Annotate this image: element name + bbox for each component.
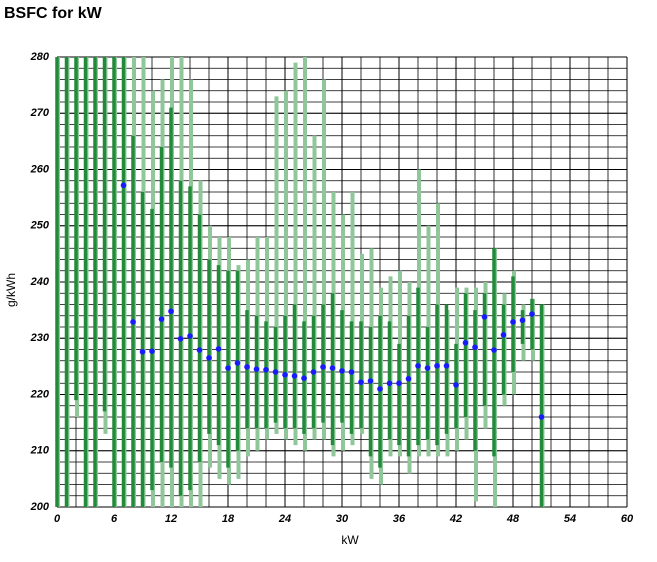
- mean-point: [500, 332, 507, 338]
- mean-point: [462, 339, 469, 346]
- mean-point: [453, 382, 459, 388]
- x-tick-label: 36: [393, 513, 406, 525]
- mean-point: [206, 355, 212, 361]
- x-tick-label: 24: [278, 513, 291, 525]
- mean-point: [405, 375, 412, 382]
- y-tick-label: 280: [30, 51, 50, 63]
- mean-point: [139, 348, 146, 355]
- y-tick-label: 200: [30, 501, 50, 513]
- mean-point: [149, 348, 155, 354]
- mean-point: [481, 314, 488, 320]
- mean-point: [358, 379, 364, 385]
- y-tick-label: 230: [30, 332, 50, 344]
- y-tick-label: 220: [30, 388, 50, 400]
- chart-title: BSFC for kW: [4, 5, 103, 22]
- mean-point: [472, 344, 478, 351]
- y-tick-label: 260: [30, 163, 50, 175]
- mean-point: [215, 346, 222, 352]
- mean-point: [158, 316, 165, 322]
- mean-point: [196, 347, 203, 353]
- mean-point: [282, 372, 288, 378]
- mean-point: [130, 319, 136, 325]
- x-tick-label: 42: [449, 513, 462, 525]
- mean-point: [120, 182, 127, 189]
- mean-point: [320, 364, 326, 370]
- mean-point: [377, 386, 383, 392]
- mean-point: [244, 364, 250, 370]
- mean-point: [424, 365, 431, 371]
- mean-point: [329, 365, 336, 371]
- mean-point: [519, 317, 526, 324]
- mean-point: [339, 368, 345, 374]
- x-tick-label: 54: [564, 513, 576, 525]
- mean-point: [225, 365, 231, 371]
- mean-point: [415, 363, 421, 369]
- mean-point: [386, 380, 393, 387]
- mean-point: [510, 319, 516, 325]
- mean-point: [168, 308, 174, 315]
- y-axis-label: g/kWh: [4, 273, 18, 307]
- mean-point: [348, 369, 355, 375]
- x-axis-label: kW: [341, 533, 359, 547]
- mean-point: [301, 375, 307, 381]
- mean-point: [491, 347, 497, 353]
- mean-point: [310, 369, 317, 375]
- y-tick-label: 270: [30, 107, 50, 119]
- y-tick-label: 240: [30, 276, 50, 288]
- x-tick-label: 6: [111, 513, 118, 525]
- mean-point: [253, 366, 260, 372]
- x-tick-label: 60: [621, 513, 634, 525]
- x-tick-label: 0: [54, 513, 61, 525]
- x-tick-label: 12: [165, 513, 177, 525]
- mean-point: [538, 414, 545, 420]
- mean-point: [272, 369, 279, 375]
- mean-point: [396, 380, 402, 387]
- mean-point: [187, 333, 193, 339]
- mean-point: [367, 378, 374, 384]
- mean-point: [177, 336, 184, 342]
- mean-point: [529, 311, 535, 317]
- y-tick-label: 210: [30, 445, 50, 457]
- mean-point: [434, 363, 440, 369]
- mean-point: [234, 360, 241, 366]
- y-tick-label: 250: [30, 220, 50, 232]
- mean-point: [263, 366, 269, 373]
- x-tick-label: 18: [222, 513, 235, 525]
- x-tick-label: 48: [506, 513, 520, 525]
- mean-point: [291, 373, 298, 379]
- mean-point: [443, 363, 450, 369]
- x-tick-label: 30: [336, 513, 349, 525]
